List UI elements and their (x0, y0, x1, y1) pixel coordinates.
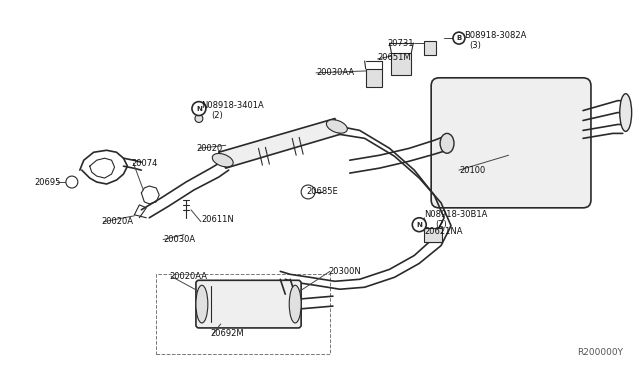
Text: 20074: 20074 (131, 159, 158, 168)
Bar (392, 53, 412, 75)
Text: (3): (3) (469, 41, 481, 49)
Text: N: N (416, 222, 422, 228)
Text: 20621NA: 20621NA (424, 227, 463, 236)
Bar (156, 274, 330, 354)
Text: 20020: 20020 (196, 144, 222, 153)
Text: B: B (456, 35, 461, 41)
Text: 20030A: 20030A (163, 235, 195, 244)
Text: B08918-3082A: B08918-3082A (464, 31, 526, 40)
Text: R200000Y: R200000Y (577, 348, 623, 357)
FancyBboxPatch shape (196, 280, 301, 328)
Text: 20611N: 20611N (201, 215, 234, 224)
Circle shape (66, 176, 78, 188)
Text: N08918-30B1A: N08918-30B1A (424, 210, 488, 219)
Circle shape (412, 218, 426, 232)
Bar (424, 41, 436, 55)
Text: 20695: 20695 (34, 177, 61, 186)
Bar (424, 228, 442, 241)
Ellipse shape (195, 115, 203, 122)
Text: 20692M: 20692M (211, 329, 244, 339)
Text: 20030AA: 20030AA (316, 68, 354, 77)
Ellipse shape (620, 94, 632, 131)
Ellipse shape (196, 285, 208, 323)
Polygon shape (219, 119, 340, 168)
Text: N: N (196, 106, 202, 112)
Text: (2): (2) (211, 111, 223, 120)
Text: 20020AA: 20020AA (169, 272, 207, 281)
Ellipse shape (289, 285, 301, 323)
Circle shape (301, 185, 315, 199)
Circle shape (192, 102, 206, 116)
Text: N08918-3401A: N08918-3401A (201, 101, 264, 110)
Ellipse shape (440, 134, 454, 153)
Text: 20100: 20100 (459, 166, 485, 174)
Circle shape (453, 32, 465, 44)
Text: 20020A: 20020A (102, 217, 134, 226)
Ellipse shape (326, 120, 348, 133)
Text: (2): (2) (435, 220, 447, 229)
FancyBboxPatch shape (431, 78, 591, 208)
Bar (365, 69, 381, 87)
Text: 20731: 20731 (388, 39, 414, 48)
Text: 20300N: 20300N (328, 267, 361, 276)
Ellipse shape (212, 154, 233, 167)
Text: 20651M: 20651M (378, 54, 411, 62)
Text: 20685E: 20685E (306, 187, 338, 196)
